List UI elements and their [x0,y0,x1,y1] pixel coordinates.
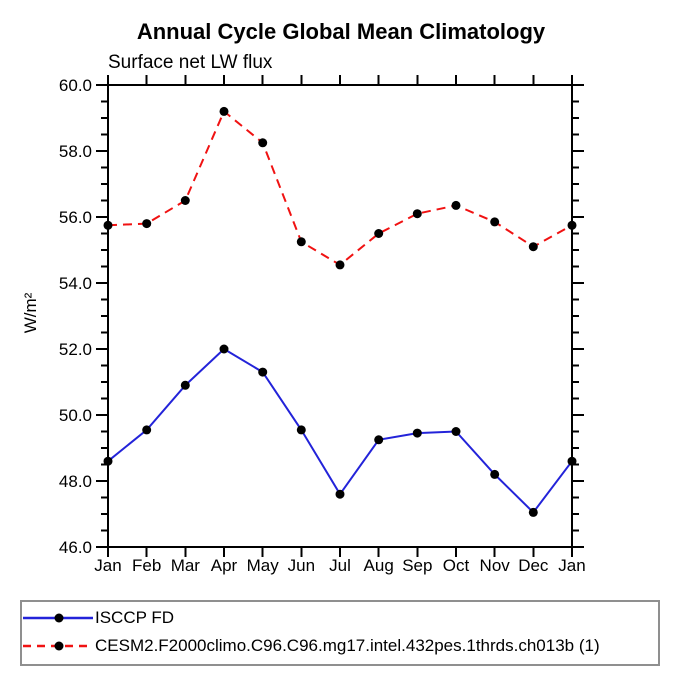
legend-label: ISCCP FD [95,608,175,627]
y-tick-label: 46.0 [59,538,92,557]
series-markers-1 [103,106,577,270]
x-tick-label: Jan [94,556,121,575]
series-line-0 [107,347,573,514]
y-tick-label: 50.0 [59,406,92,425]
y-tick-label: 56.0 [59,208,92,227]
x-tick-label: Dec [518,556,549,575]
x-tick-label: Feb [132,556,161,575]
series-markers-0 [103,344,577,517]
y-tick-label: 48.0 [59,472,92,491]
legend: ISCCP FD CESM2.F2000climo.C96.C96.mg17.in… [20,600,660,666]
legend-label: CESM2.F2000climo.C96.C96.mg17.intel.432p… [95,636,600,655]
legend-line-sample [23,641,93,651]
x-tick-label: Sep [402,556,432,575]
plot-area: 46.0 48.0 50.0 52.0 54.0 56.0 58.0 60.0 Jan Feb Ma… [59,75,586,575]
x-tick-label: Mar [171,556,201,575]
legend-line-sample [23,613,93,623]
x-tick-label: Jun [288,556,315,575]
chart-subtitle: Surface net LW flux [108,52,273,73]
x-tick-label: Jan [558,556,585,575]
legend-item-0: ISCCP FD [22,604,658,632]
y-tick-label: 52.0 [59,340,92,359]
x-tick-label: Jul [329,556,351,575]
plot-frame [107,84,573,548]
x-tick-label: Oct [443,556,470,575]
x-tick-label: May [247,556,280,575]
chart-title: Annual Cycle Global Mean Climatology [136,19,546,44]
series-line-1 [107,109,573,267]
y-tick-label: 60.0 [59,76,92,95]
axis-ticks [96,75,584,557]
legend-item-1: CESM2.F2000climo.C96.C96.mg17.intel.432p… [22,632,658,660]
y-tick-label: 54.0 [59,274,92,293]
x-tick-label: Apr [211,556,238,575]
x-tick-label: Nov [480,556,511,575]
y-tick-label: 58.0 [59,142,92,161]
x-tick-label: Aug [364,556,394,575]
